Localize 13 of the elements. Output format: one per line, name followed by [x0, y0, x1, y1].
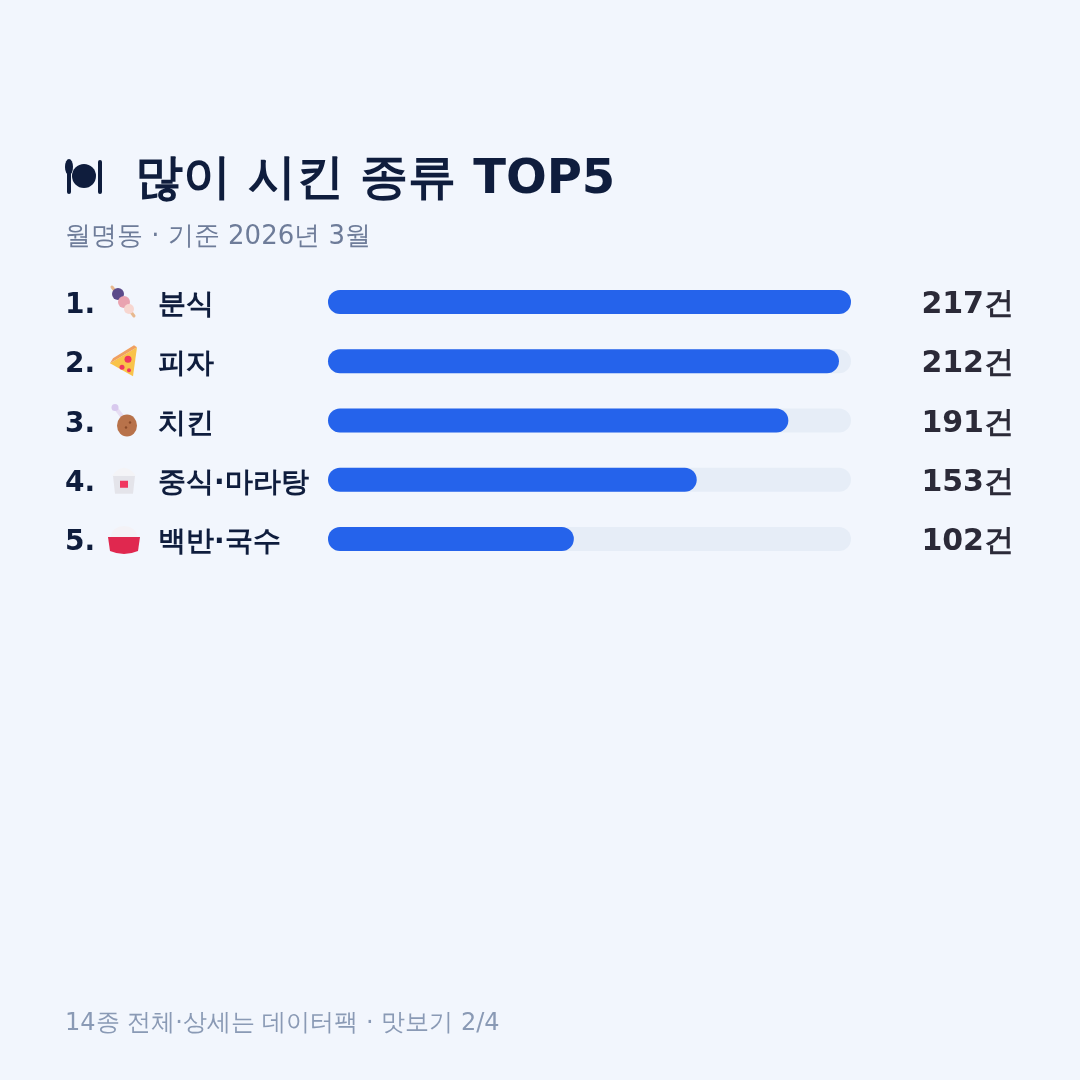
chart-subtitle: 월명동 · 기준 2026년 3월 [65, 220, 372, 250]
data-label: 212건 [921, 344, 1014, 380]
data-label: 102건 [921, 522, 1014, 557]
category-label: 1. 분식 [65, 287, 214, 320]
data-label: 217건 [921, 285, 1014, 320]
category-label: 3. 치킨 [65, 405, 214, 439]
data-label: 191건 [921, 403, 1014, 439]
chart-title: 많이 시킨 종류 TOP5 [135, 148, 616, 204]
category-label: 2. 피자 [65, 346, 214, 380]
data-label: 153건 [921, 462, 1014, 498]
category-label: 4. 중식·마라탕 [65, 464, 309, 498]
text: 14종 전체·상세는 데이터팩 · 맛보기 2/4 [65, 1008, 500, 1036]
category-label: 5. 백반·국수 [65, 524, 281, 557]
